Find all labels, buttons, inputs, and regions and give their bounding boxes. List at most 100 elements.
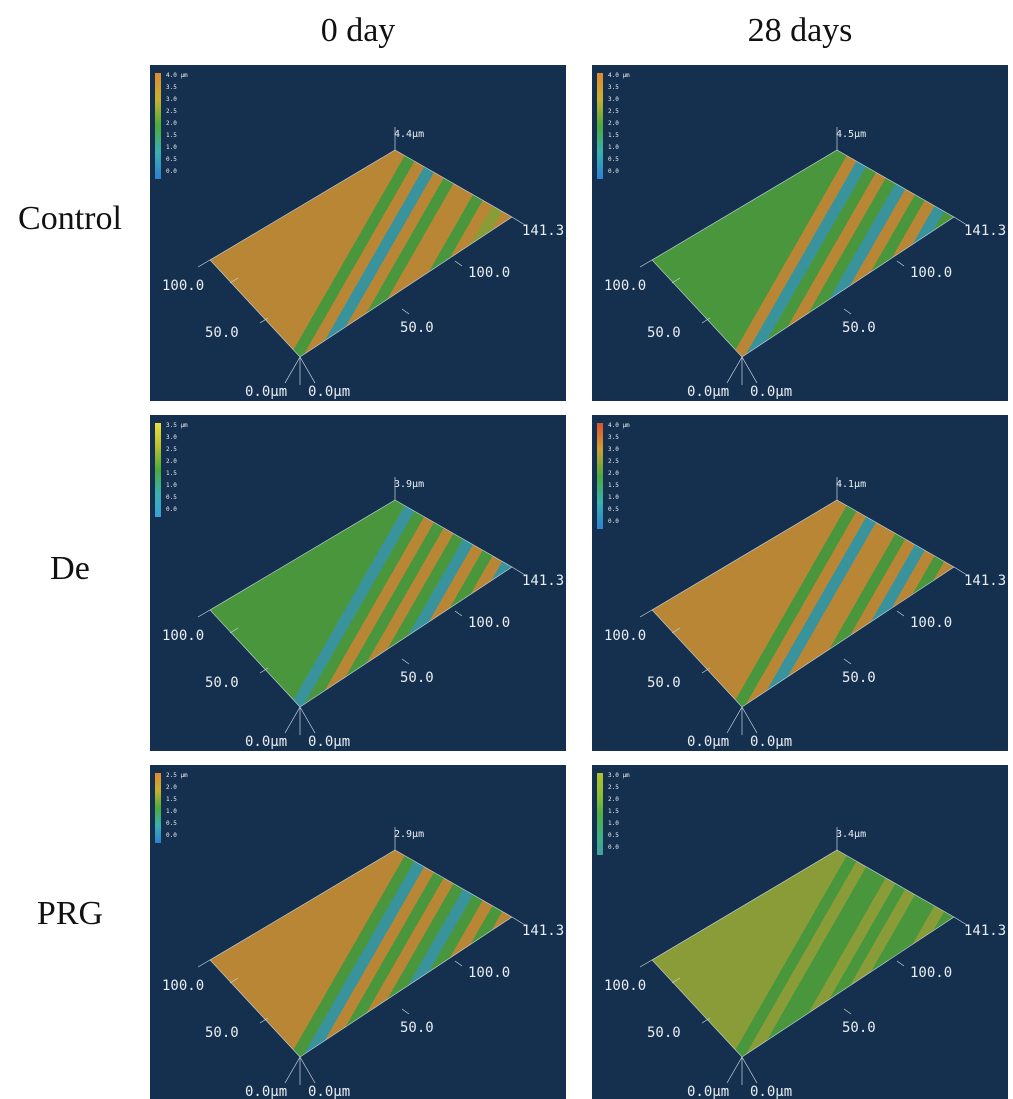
axis-right-label: 141.3	[964, 923, 1006, 939]
peak-label: 4.5μm	[836, 129, 866, 140]
axis-tick	[401, 308, 410, 315]
colorbar-label: 1.0	[608, 820, 619, 827]
colorbar-label: 1.0	[166, 144, 177, 151]
surface	[652, 850, 954, 1057]
row-label: De	[50, 550, 90, 587]
axis-line	[639, 259, 653, 268]
axis-left-label: 50.0	[205, 325, 239, 341]
axis-line	[197, 609, 211, 618]
axis-right-label: 0.0μm	[308, 734, 350, 750]
colorbar-label: 2.0	[608, 120, 619, 127]
axis-line	[953, 916, 968, 926]
colorbar-label: 0.5	[166, 156, 177, 163]
axis-right-label: 0.0μm	[750, 384, 792, 400]
axis-tick	[259, 667, 269, 674]
colorbar-label: 1.5	[608, 132, 619, 139]
colorbar-label: 2.0	[166, 784, 177, 791]
axis-left-label: 100.0	[162, 978, 204, 994]
surface	[210, 850, 512, 1057]
colorbar-label: 0.5	[166, 820, 177, 827]
axis-line	[511, 916, 526, 926]
colorbar-label: 0.0	[608, 168, 619, 175]
axis-tick	[701, 667, 711, 674]
colorbar-label: 3.5	[166, 84, 177, 91]
colorbar-label: 1.5	[166, 132, 177, 139]
axis-tick	[701, 1017, 711, 1024]
colorbar-label: 0.5	[608, 832, 619, 839]
axis-right-label: 100.0	[910, 965, 952, 981]
colorbar-label: 0.5	[608, 156, 619, 163]
axis-right-label: 0.0μm	[750, 734, 792, 750]
colorbar	[155, 773, 161, 843]
row-label: PRG	[36, 895, 104, 932]
colorbar-label: 1.0	[608, 144, 619, 151]
colorbar-label: 2.5 μm	[166, 772, 188, 779]
axis-right-label: 141.3	[522, 923, 564, 939]
axis-left-label: 100.0	[604, 628, 646, 644]
colorbar-label: 2.5	[166, 446, 177, 453]
axis-right-label: 100.0	[910, 615, 952, 631]
axis-line	[953, 566, 968, 576]
axis-line	[197, 959, 211, 968]
axis-left-label: 50.0	[647, 1025, 681, 1041]
colorbar-label: 3.0	[166, 434, 177, 441]
axis-line	[197, 259, 211, 268]
axis-right-label: 100.0	[468, 965, 510, 981]
peak-label: 4.1μm	[836, 479, 866, 490]
colorbar-label: 4.0 μm	[608, 72, 630, 79]
colorbar-label: 0.5	[166, 494, 177, 501]
colorbar-label: 3.0	[166, 96, 177, 103]
colorbar-label: 1.5	[608, 482, 619, 489]
colorbar-label: 0.0	[166, 832, 177, 839]
axis-left-label: 50.0	[647, 325, 681, 341]
axis-tick	[701, 317, 711, 324]
axis-tick	[454, 960, 463, 967]
axis-left-label: 50.0	[205, 675, 239, 691]
colorbar-label: 3.5 μm	[166, 422, 188, 429]
colorbar-label: 2.0	[166, 458, 177, 465]
colorbar-label: 2.5	[608, 458, 619, 465]
axis-left-label: 100.0	[604, 978, 646, 994]
colorbar	[597, 73, 603, 179]
axis-tick	[671, 977, 681, 984]
colorbar	[597, 423, 603, 529]
axis-right-label: 141.3	[522, 573, 564, 589]
axis-tick	[229, 977, 239, 984]
axis-right-label: 141.3	[522, 223, 564, 239]
axis-line	[741, 356, 758, 384]
column-header: 0 day	[320, 12, 396, 49]
axis-tick	[843, 308, 852, 315]
axis-right-label: 100.0	[468, 615, 510, 631]
axis-right-label: 0.0μm	[750, 1084, 792, 1099]
axis-right-label: 50.0	[400, 320, 434, 336]
axis-line	[299, 706, 316, 734]
axis-tick	[454, 260, 463, 267]
axis-right-label: 50.0	[842, 670, 876, 686]
axis-left-label: 50.0	[647, 675, 681, 691]
colorbar	[155, 73, 161, 179]
axis-left-label: 0.0μm	[687, 384, 729, 400]
axis-line	[299, 1056, 316, 1084]
axis-left-label: 0.0μm	[245, 734, 287, 750]
axis-right-label: 50.0	[400, 670, 434, 686]
axis-tick	[671, 277, 681, 284]
axis-tick	[671, 627, 681, 634]
axis-right-label: 141.3	[964, 573, 1006, 589]
axis-right-label: 141.3	[964, 223, 1006, 239]
axis-left-label: 100.0	[162, 628, 204, 644]
surface	[210, 500, 512, 707]
colorbar-label: 2.0	[166, 120, 177, 127]
colorbar-label: 1.5	[166, 470, 177, 477]
colorbar	[597, 773, 603, 855]
axis-tick	[454, 610, 463, 617]
axis-line	[741, 706, 758, 734]
colorbar-label: 1.0	[608, 494, 619, 501]
axis-line	[284, 1056, 301, 1084]
colorbar-label: 2.0	[608, 796, 619, 803]
axis-tick	[401, 1008, 410, 1015]
colorbar-label: 0.0	[166, 506, 177, 513]
colorbar-label: 1.0	[166, 482, 177, 489]
axis-tick	[259, 1017, 269, 1024]
surface-panel: 3.5 μm 3.0 2.5 2.0 1.5 1.0 0.5 0.0 3.9μm 141.3 100…	[150, 415, 566, 751]
